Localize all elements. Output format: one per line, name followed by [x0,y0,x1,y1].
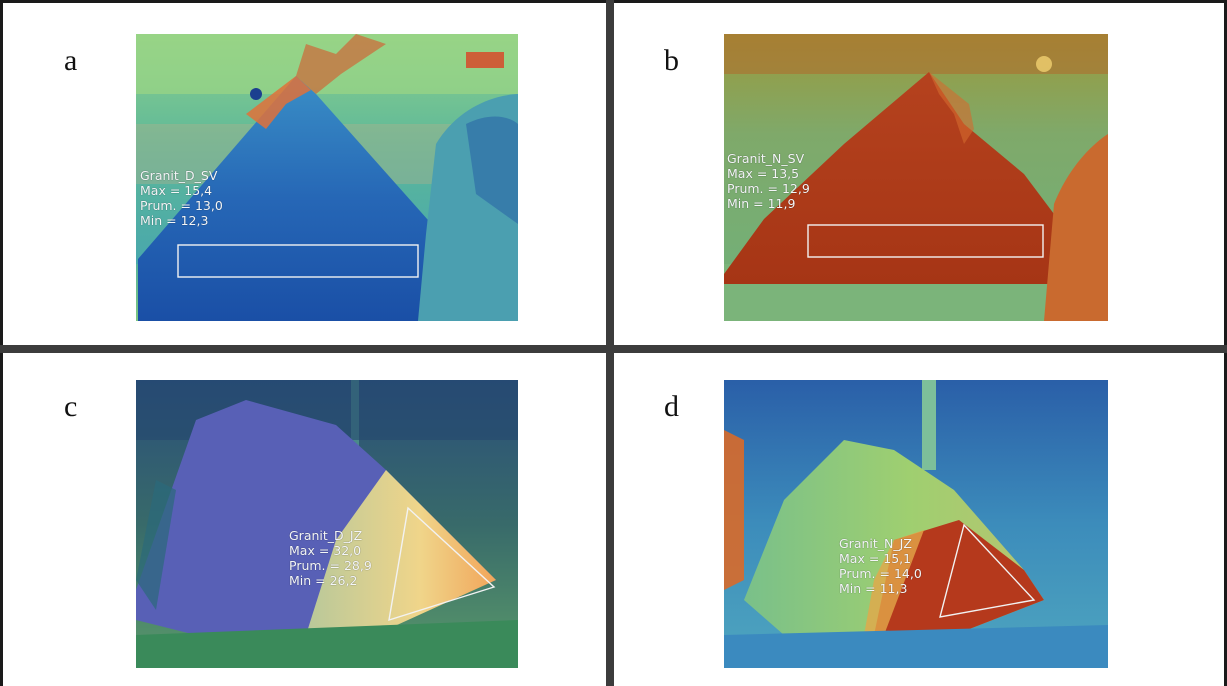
panel-a-thermal-image [136,34,518,321]
panel-c-thermal-image [136,380,518,668]
panel-c-max: Max = 32,0 [289,543,362,558]
panel-a-max: Max = 15,4 [140,183,213,198]
panel-b-prum: Prum. = 12,9 [727,181,810,196]
panel-a-min: Min = 12,3 [140,213,209,228]
panel-a-readout: Granit_D_SV Max = 15,4 Prum. = 13,0 Min … [140,168,223,228]
panel-d-prum: Prum. = 14,0 [839,566,922,581]
panel-d-label: Granit_N_JZ [839,536,912,551]
panel-b-readout: Granit_N_SV Max = 13,5 Prum. = 12,9 Min … [727,151,810,211]
panel-d-readout: Granit_N_JZ Max = 15,1 Prum. = 14,0 Min … [839,536,922,596]
panel-c-min: Min = 26,2 [289,573,358,588]
panel-c-prum: Prum. = 28,9 [289,558,372,573]
panel-c-letter: c [64,390,78,423]
panel-c-readout: Granit_D_JZ Max = 32,0 Prum. = 28,9 Min … [289,528,372,588]
horizontal-divider [0,345,1227,353]
panel-c-label: Granit_D_JZ [289,528,363,543]
panel-a-letter: a [64,44,78,77]
panel-a-label: Granit_D_SV [140,168,218,183]
panel-b-max: Max = 13,5 [727,166,800,181]
panel-a-prum: Prum. = 13,0 [140,198,223,213]
panel-d-letter: d [664,390,679,423]
panel-b-min: Min = 11,9 [727,196,796,211]
panel-d-thermal-image [724,380,1108,668]
vertical-divider [606,0,614,686]
panel-d-max: Max = 15,1 [839,551,912,566]
panel-b-letter: b [664,44,679,77]
panel-b-label: Granit_N_SV [727,151,805,166]
panel-d-min: Min = 11,3 [839,581,908,596]
panel-b-thermal-image [724,34,1108,321]
